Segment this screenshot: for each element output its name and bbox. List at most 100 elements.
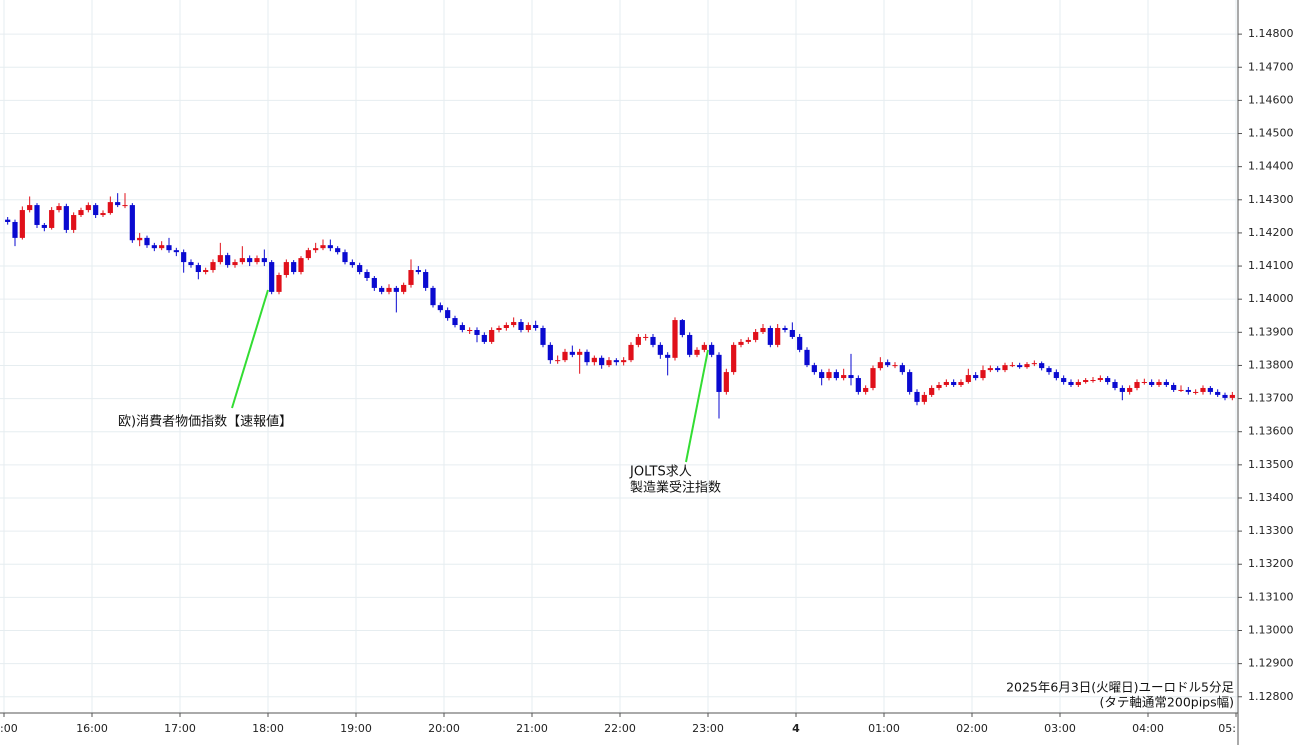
candle-body — [958, 382, 964, 385]
candle-body — [701, 344, 707, 350]
candle-body — [1178, 389, 1184, 391]
candle-body — [56, 206, 62, 211]
candle-body — [1075, 382, 1081, 385]
x-tick-label: 03:00 — [1044, 722, 1076, 735]
y-tick-label: 1.14300 — [1248, 193, 1294, 206]
candle-body — [848, 375, 854, 379]
candle-body — [1017, 365, 1023, 368]
candle-body — [151, 245, 157, 249]
candle-body — [291, 262, 297, 273]
x-tick-label: 18:00 — [252, 722, 284, 735]
candle-body — [577, 351, 583, 355]
candle-body — [657, 344, 663, 355]
candle-body — [1185, 389, 1191, 392]
candle-body — [1112, 382, 1118, 388]
candle-body — [635, 336, 641, 345]
annotation-pointer — [231, 289, 269, 409]
candle-body — [1119, 387, 1125, 392]
candle-body — [672, 320, 678, 358]
candle-body — [364, 272, 370, 278]
y-tick-label: 1.13100 — [1248, 590, 1294, 603]
candle-body — [19, 210, 25, 238]
y-tick-label: 1.13700 — [1248, 392, 1294, 405]
candle-body — [467, 329, 473, 331]
candle-body — [1097, 378, 1103, 381]
candle-body — [386, 287, 392, 292]
x-tick-label: 16:00 — [76, 722, 108, 735]
candle-body — [650, 336, 656, 345]
candle-body — [63, 206, 69, 230]
x-tick-label: 4 — [792, 722, 800, 735]
x-tick-label: 17:00 — [164, 722, 196, 735]
x-tick-label: 21:00 — [516, 722, 548, 735]
candle-body — [1229, 394, 1235, 398]
candle-body — [569, 351, 575, 355]
candle-body — [687, 334, 693, 355]
candle-body — [833, 372, 839, 379]
x-tick-label: 01:00 — [868, 722, 900, 735]
y-tick-label: 1.13300 — [1248, 524, 1294, 537]
candle-body — [122, 205, 128, 207]
candle-body — [379, 287, 385, 292]
candle-body — [71, 215, 77, 230]
y-tick-label: 1.14500 — [1248, 127, 1294, 140]
candle-body — [393, 287, 399, 292]
candle-body — [41, 224, 47, 228]
candle-body — [1215, 391, 1221, 395]
candle-body — [1105, 378, 1111, 383]
x-tick-label: 20:00 — [428, 722, 460, 735]
candle-body — [1039, 363, 1045, 369]
y-tick-label: 1.14100 — [1248, 259, 1294, 272]
candle-body — [1068, 382, 1074, 385]
candle-body — [899, 365, 905, 373]
candle-body — [606, 360, 612, 366]
candle-body — [665, 354, 671, 358]
candle-body — [459, 325, 465, 330]
candle-body — [679, 320, 685, 335]
y-tick-label: 1.14800 — [1248, 27, 1294, 40]
candle-body — [85, 205, 91, 211]
candle-body — [166, 245, 172, 251]
candle-body — [1171, 384, 1177, 390]
candle-body — [1156, 382, 1162, 385]
candle-body — [841, 375, 847, 379]
candle-body — [885, 362, 891, 366]
candle-body — [709, 344, 715, 355]
candle-body — [775, 328, 781, 345]
y-tick-label: 1.13200 — [1248, 557, 1294, 570]
candle-body — [1053, 372, 1059, 379]
x-tick-label: 02:00 — [956, 722, 988, 735]
candle-body — [100, 213, 106, 216]
candle-body — [943, 382, 949, 385]
candle-body — [503, 325, 509, 329]
y-tick-label: 1.14000 — [1248, 292, 1294, 305]
candle-body — [753, 331, 759, 340]
candle-body — [254, 258, 260, 263]
candle-body — [1031, 363, 1037, 365]
candle-body — [305, 250, 311, 259]
candle-body — [1046, 368, 1052, 373]
candle-body — [789, 329, 795, 337]
candle-body — [203, 270, 209, 273]
candle-body — [1193, 391, 1199, 393]
candle-body — [195, 265, 201, 273]
labels: 1.14800 1.14700 1.14600 1.14500 1.14400 1.143… — [0, 27, 1294, 735]
candle-body — [247, 258, 253, 263]
candle-body — [1149, 382, 1155, 385]
candle-body — [892, 365, 898, 367]
annotation-text: 製造業受注指数 — [630, 480, 721, 496]
y-tick-label: 1.13900 — [1248, 325, 1294, 338]
candle-body — [525, 325, 531, 330]
candles — [5, 193, 1235, 419]
y-tick-label: 1.13000 — [1248, 624, 1294, 637]
candle-body — [335, 248, 341, 253]
candle-body — [980, 370, 986, 379]
candle-body — [1200, 387, 1206, 392]
candle-body — [261, 258, 267, 263]
x-tick-label: 19:00 — [340, 722, 372, 735]
candle-body — [445, 310, 451, 319]
candle-body — [401, 284, 407, 292]
candle-body — [694, 349, 700, 355]
candle-body — [921, 394, 927, 402]
candle-body — [1009, 365, 1015, 367]
